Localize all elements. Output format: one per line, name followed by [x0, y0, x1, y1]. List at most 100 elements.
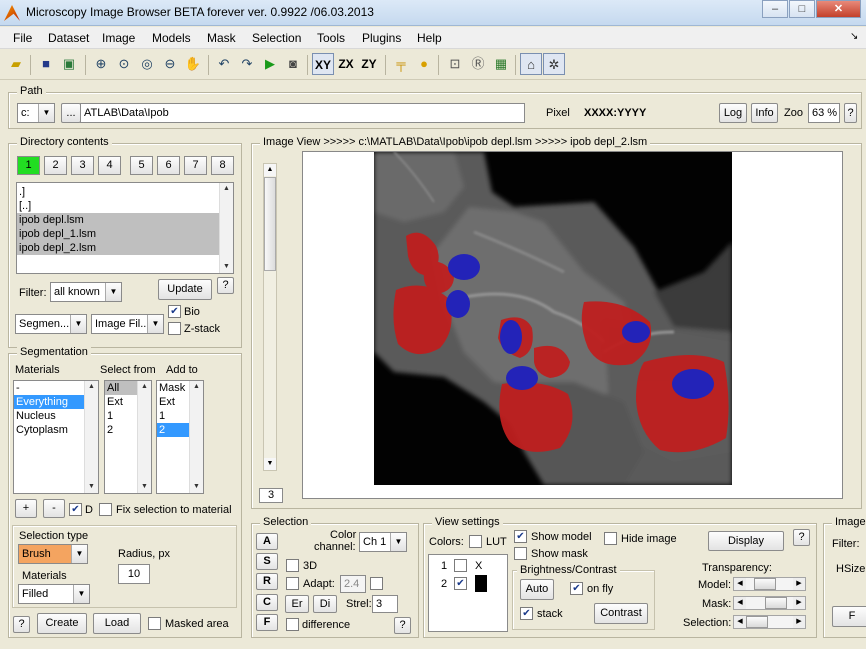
list-item[interactable]: ipob depl.lsm — [17, 213, 233, 227]
menu-file[interactable]: File — [13, 31, 33, 45]
slice-up-icon[interactable]: ▲ — [264, 164, 276, 176]
segmentation-help-button[interactable]: ? — [13, 616, 30, 633]
display-button[interactable]: Display — [708, 531, 784, 551]
reader-select[interactable]: Segmen... ▼ — [15, 314, 87, 334]
contrast-button[interactable]: Contrast — [594, 603, 648, 624]
slider-thumb[interactable] — [746, 616, 768, 628]
menu-plugins[interactable]: Plugins — [362, 31, 402, 45]
undo-icon[interactable]: ↶ — [218, 56, 230, 71]
slider-thumb[interactable] — [765, 597, 787, 609]
list-item[interactable]: 1 — [107, 410, 114, 422]
zstack-checkbox[interactable] — [168, 322, 181, 335]
image-axes[interactable] — [302, 151, 843, 499]
auto-button[interactable]: Auto — [520, 579, 554, 600]
directory-help-button[interactable]: ? — [217, 277, 234, 294]
menu-selection[interactable]: Selection — [252, 31, 302, 45]
color-channel-select[interactable]: Ch 1 ▼ — [359, 532, 407, 552]
materials-mode-select[interactable]: Filled ▼ — [18, 584, 90, 604]
slider-right-icon[interactable]: ▶ — [793, 578, 805, 590]
selection-help-button[interactable]: ? — [394, 617, 411, 634]
list-item[interactable]: ipob depl_2.lsm — [17, 241, 233, 255]
list-item[interactable]: .] — [19, 186, 26, 198]
buffer-tab-2[interactable]: 2 — [44, 156, 67, 175]
create-button[interactable]: Create — [37, 613, 87, 634]
crop-icon[interactable]: ⊡ — [449, 56, 461, 71]
add-to-list[interactable]: Mask Ext 1 2 ▲ ▼ — [156, 380, 204, 494]
slider-left-icon[interactable]: ◀ — [734, 578, 746, 590]
masked-area-checkbox[interactable] — [148, 617, 161, 630]
zoom-input[interactable]: 63 % — [808, 103, 840, 123]
scroll-down-icon[interactable]: ▼ — [223, 263, 230, 270]
zoom-in-icon[interactable]: ⊕ — [95, 56, 107, 71]
buffer-tab-6[interactable]: 6 — [157, 156, 180, 175]
fly-icon[interactable]: ✲ — [543, 53, 565, 75]
info-button[interactable]: Info — [751, 103, 778, 123]
redo-icon[interactable]: ↷ — [241, 56, 253, 71]
list-item[interactable]: Ext — [159, 396, 175, 408]
path-help-button[interactable]: ? — [844, 103, 857, 123]
file-list-scrollbar[interactable]: ▲ ▼ — [219, 183, 233, 273]
menu-help[interactable]: Help — [417, 31, 442, 45]
view-settings-help-button[interactable]: ? — [793, 529, 810, 546]
close-button[interactable]: ✕ — [816, 0, 861, 18]
list-item[interactable]: ipob depl_1.lsm — [17, 227, 233, 241]
selection-transparency-slider[interactable]: ◀ ▶ — [733, 615, 806, 629]
hide-image-checkbox[interactable] — [604, 532, 617, 545]
select-from-scrollbar[interactable]: ▲ ▼ — [137, 381, 151, 493]
log-button[interactable]: Log — [719, 103, 747, 123]
slider-left-icon[interactable]: ◀ — [734, 597, 746, 609]
image-filter-button[interactable]: F — [832, 606, 866, 627]
zoom-fit-icon[interactable]: ⊙ — [118, 56, 130, 71]
filter-select[interactable]: all known ▼ — [50, 282, 122, 302]
adapt-extra-checkbox[interactable] — [370, 577, 383, 590]
adapt-input[interactable]: 2.4 — [340, 575, 366, 593]
channel-list[interactable]: 1 X 2 ✔ — [428, 554, 508, 632]
show-model-checkbox[interactable]: ✔ — [514, 530, 527, 543]
list-item[interactable]: [..] — [19, 200, 32, 212]
bio-checkbox[interactable]: ✔ — [168, 305, 181, 318]
measure-icon[interactable]: ╤ — [396, 56, 406, 71]
volume-icon[interactable]: ⌂ — [520, 53, 542, 75]
save-as-icon[interactable]: ▣ — [62, 56, 76, 71]
channel-checkbox[interactable]: ✔ — [454, 577, 467, 590]
snapshot-icon[interactable]: ◙ — [289, 56, 297, 71]
model-transparency-slider[interactable]: ◀ ▶ — [733, 577, 806, 591]
color-wheel-icon[interactable]: ● — [420, 56, 428, 71]
slice-slider-thumb[interactable] — [264, 177, 276, 271]
channel-checkbox[interactable] — [454, 559, 467, 572]
save-icon[interactable]: ■ — [42, 56, 50, 71]
materials-list[interactable]: - Everything Nucleus Cytoplasm ▲ ▼ — [13, 380, 99, 494]
maximize-button[interactable]: □ — [789, 0, 815, 18]
adapt-checkbox[interactable] — [286, 577, 299, 590]
buffer-tab-5[interactable]: 5 — [130, 156, 153, 175]
slider-left-icon[interactable]: ◀ — [734, 616, 746, 628]
difference-checkbox[interactable] — [286, 618, 299, 631]
radius-input[interactable]: 10 — [118, 564, 150, 584]
image-filter-select[interactable]: Image Fil... ▼ — [91, 314, 164, 334]
stack-checkbox[interactable]: ✔ — [520, 607, 533, 620]
open-folder-icon[interactable]: ▰ — [11, 56, 21, 71]
list-item[interactable]: Everything — [14, 395, 98, 409]
tool-select[interactable]: Brush ▼ — [18, 544, 88, 564]
menu-image[interactable]: Image — [102, 31, 136, 45]
list-item[interactable]: Cytoplasm — [16, 424, 68, 436]
plane-zy-icon[interactable]: ZY — [361, 57, 377, 71]
selection-reset-button[interactable]: R — [256, 573, 278, 590]
scroll-down-icon[interactable]: ▼ — [141, 483, 148, 490]
buffer-tab-7[interactable]: 7 — [184, 156, 207, 175]
microscopy-image[interactable] — [374, 152, 732, 485]
zoom-100-icon[interactable]: ◎ — [141, 56, 153, 71]
list-item[interactable]: Mask — [159, 382, 186, 394]
plane-zx-icon[interactable]: ZX — [338, 57, 354, 71]
fix-selection-checkbox[interactable] — [99, 503, 112, 516]
buffer-tab-3[interactable]: 3 — [71, 156, 94, 175]
buffer-tab-1[interactable]: 1 — [17, 156, 40, 175]
resample-icon[interactable]: Ⓡ — [471, 56, 485, 71]
load-button[interactable]: Load — [93, 613, 141, 634]
slice-down-icon[interactable]: ▼ — [264, 458, 276, 470]
show-mask-checkbox[interactable] — [514, 547, 527, 560]
minimize-button[interactable]: – — [762, 0, 788, 18]
play-icon[interactable]: ▶ — [265, 56, 275, 71]
list-item[interactable]: Ext — [107, 396, 123, 408]
list-item[interactable]: Nucleus — [16, 410, 56, 422]
